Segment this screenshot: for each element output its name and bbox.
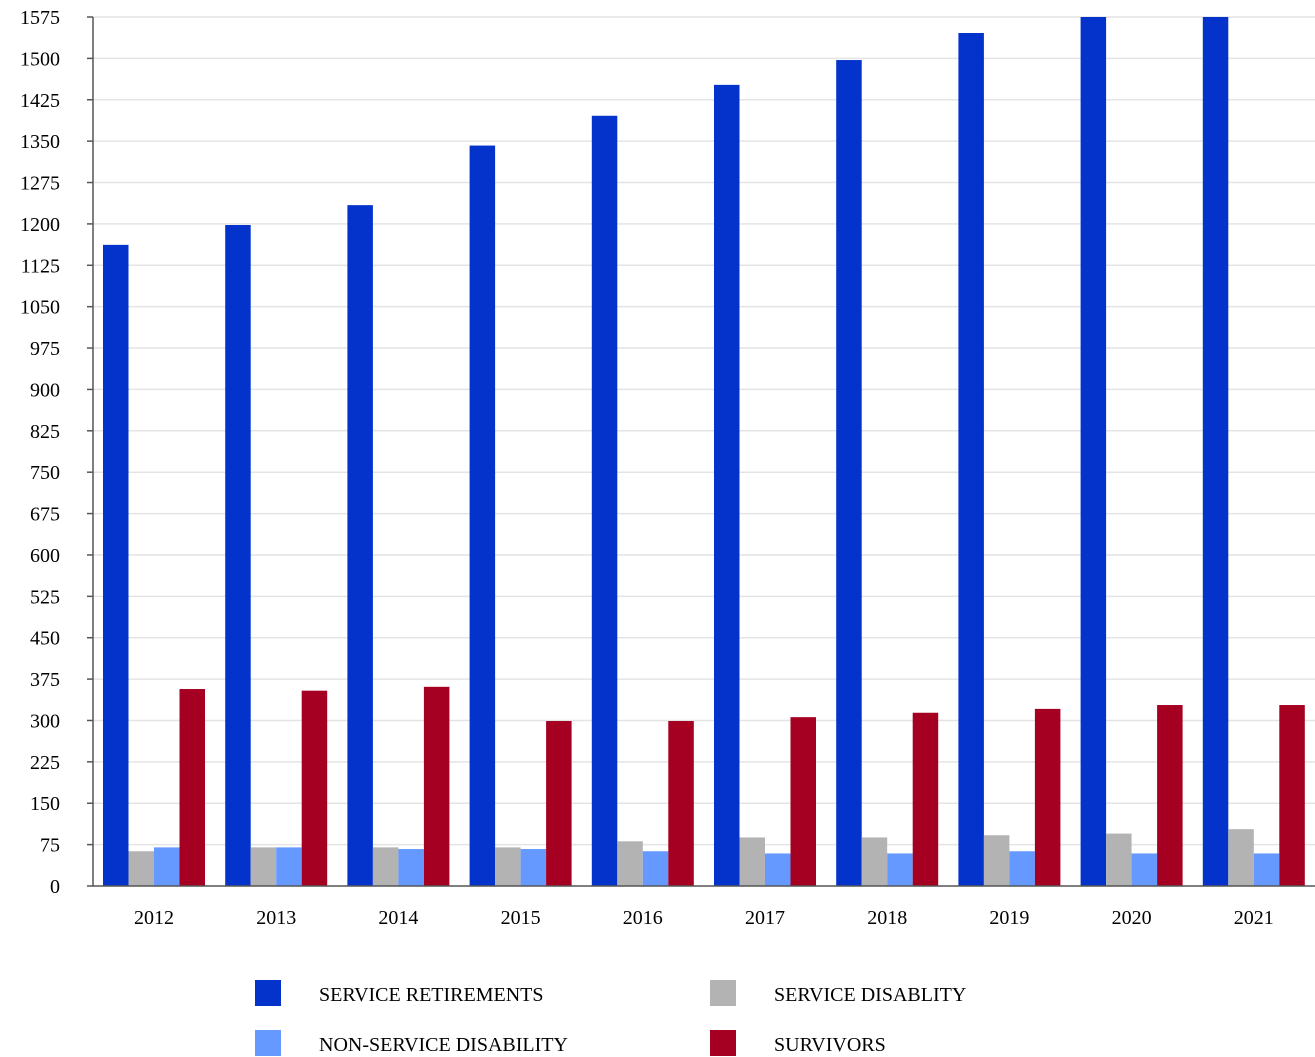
legend-label: SERVICE DISABLITY	[774, 984, 966, 1006]
y-tick-label: 300	[30, 710, 60, 732]
legend-swatch	[710, 980, 736, 1006]
bar-service-disablity-2012	[128, 851, 154, 886]
x-tick-label: 2019	[989, 907, 1029, 929]
y-tick-label: 1275	[20, 173, 60, 195]
bar-service-retirements-2018	[836, 60, 862, 886]
y-tick-label: 1050	[20, 297, 60, 319]
bar-service-retirements-2019	[958, 33, 984, 887]
legend-swatch	[255, 980, 281, 1006]
y-tick-label: 225	[30, 752, 60, 774]
bar-service-retirements-2014	[347, 205, 373, 887]
bar-service-disablity-2015	[495, 847, 521, 886]
bar-survivors-2014	[423, 686, 450, 886]
bar-survivors-2013	[301, 690, 328, 886]
bar-service-retirements-2016	[591, 115, 618, 886]
bar-service-retirements-2013	[225, 225, 251, 887]
y-tick-label: 75	[40, 835, 60, 857]
x-tick-label: 2014	[378, 907, 418, 929]
bar-survivors-2015	[546, 721, 572, 886]
x-tick-label: 2012	[134, 907, 174, 929]
x-tick-label: 2017	[745, 907, 785, 929]
y-tick-label: 600	[30, 545, 60, 567]
y-tick-label: 0	[50, 876, 60, 898]
bar-survivors-2019	[1034, 708, 1061, 886]
legend: SERVICE RETIREMENTS SERVICE DISABLITY NON-…	[255, 980, 966, 1056]
bar-service-disablity-2019	[983, 835, 1010, 886]
y-tick-label: 450	[30, 628, 60, 650]
gridlines	[93, 16, 1315, 846]
bar-non-service-disability-2020	[1131, 853, 1158, 886]
x-tick-label: 2016	[623, 907, 663, 929]
bar-service-disablity-2016	[617, 841, 643, 886]
y-tick-label: 1425	[20, 90, 60, 112]
bar-service-disablity-2018	[861, 837, 888, 886]
bar-service-retirements-2015	[469, 145, 496, 886]
bar-non-service-disability-2012	[154, 847, 180, 886]
y-tick-label: 375	[30, 669, 60, 691]
bar-non-service-disability-2013	[276, 847, 302, 886]
axes	[92, 17, 1315, 887]
y-tick-label: 150	[30, 793, 60, 815]
y-tick-label: 675	[30, 504, 60, 526]
legend-label: SERVICE RETIREMENTS	[319, 984, 544, 1006]
x-tick-label: 2018	[867, 907, 907, 929]
legend-label: NON-SERVICE DISABILITY	[319, 1034, 568, 1056]
bar-non-service-disability-2015	[520, 849, 547, 886]
x-tick-labels: 2012 2013 2014 2015 2016 2017 2018 2019 2020 2021	[134, 907, 1274, 929]
bar-survivors-2018	[912, 712, 939, 886]
legend-label: SURVIVORS	[774, 1034, 886, 1056]
bar-service-disablity-2013	[250, 847, 277, 886]
bar-non-service-disability-2017	[765, 853, 791, 886]
y-tick-labels: 0 75 150 225 300 375 450 525 600 675 750 825 900 975 1…	[20, 7, 93, 898]
bar-survivors-2017	[790, 717, 816, 886]
bar-service-retirements-2017	[714, 84, 740, 887]
bar-service-disablity-2021	[1228, 829, 1254, 886]
bar-survivors-2016	[668, 721, 694, 886]
bar-service-disablity-2014	[372, 847, 399, 886]
x-tick-label: 2015	[501, 907, 541, 929]
y-tick-label: 900	[30, 379, 60, 401]
bars	[103, 17, 1305, 887]
x-tick-label: 2020	[1112, 907, 1152, 929]
bar-service-disablity-2020	[1106, 833, 1132, 886]
x-tick-label: 2013	[256, 907, 296, 929]
bar-non-service-disability-2016	[642, 851, 669, 886]
bar-service-disablity-2017	[739, 837, 765, 886]
bar-non-service-disability-2018	[887, 853, 913, 886]
bar-non-service-disability-2014	[398, 849, 424, 886]
bar-survivors-2012	[179, 689, 205, 886]
bar-non-service-disability-2021	[1253, 853, 1280, 886]
y-tick-label: 1500	[20, 48, 60, 70]
y-tick-label: 1575	[20, 7, 60, 29]
bar-service-retirements-2012	[103, 244, 129, 887]
x-tick-label: 2021	[1234, 907, 1274, 929]
y-tick-label: 1125	[21, 255, 60, 277]
bar-service-retirements-2021	[1202, 17, 1229, 886]
legend-swatch	[710, 1030, 736, 1056]
y-tick-label: 1200	[20, 214, 60, 236]
bar-service-retirements-2020	[1080, 17, 1107, 886]
legend-swatch	[255, 1030, 281, 1056]
bar-non-service-disability-2019	[1009, 851, 1035, 886]
y-tick-label: 750	[30, 462, 60, 484]
y-tick-label: 825	[30, 421, 60, 443]
bar-survivors-2020	[1157, 705, 1183, 886]
y-tick-label: 525	[30, 586, 60, 608]
y-tick-label: 1350	[20, 131, 60, 153]
bar-survivors-2021	[1279, 705, 1305, 886]
y-tick-label: 975	[30, 338, 60, 360]
